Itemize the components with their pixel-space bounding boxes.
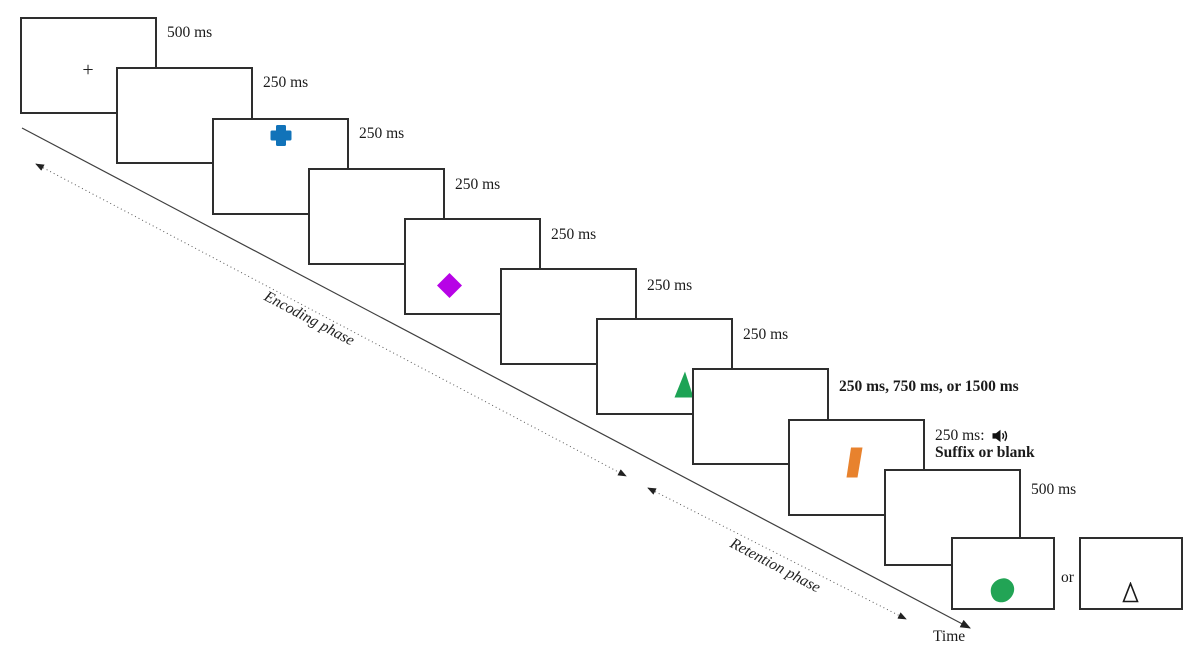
green-blob-stimulus (990, 578, 1015, 603)
suffix-duration-row: 250 ms: (935, 427, 1035, 444)
fixation-cross: + (82, 59, 94, 81)
purple-diamond-stimulus (437, 273, 462, 298)
orange-parallelogram-stimulus (846, 447, 863, 478)
time-axis-label: Time (933, 628, 966, 645)
speaker-icon (992, 429, 1007, 442)
response-frame-old-probe (951, 537, 1055, 610)
duration-label-7: 250 ms (743, 326, 789, 343)
duration-label-3: 250 ms (359, 125, 405, 142)
duration-label-1: 500 ms (167, 24, 213, 41)
triangle-outline-stimulus (1122, 582, 1139, 603)
duration-label-9: 250 ms: Suffix or blank (935, 427, 1035, 461)
duration-label-4: 250 ms (455, 176, 501, 193)
response-frame-new-probe (1079, 537, 1183, 610)
duration-label-6: 250 ms (647, 277, 693, 294)
duration-label-10: 500 ms (1031, 481, 1077, 498)
duration-label-5: 250 ms (551, 226, 597, 243)
green-triangle-stimulus (674, 371, 694, 398)
suffix-duration-text: 250 ms: (935, 427, 985, 444)
suffix-note: Suffix or blank (935, 444, 1035, 461)
encoding-phase-arrow (35, 163, 627, 477)
duration-label-2: 250 ms (263, 74, 309, 91)
screen-frame-fixation: + (20, 17, 157, 114)
duration-label-8: 250 ms, 750 ms, or 1500 ms (839, 378, 1019, 395)
retention-phase-arrow (647, 487, 907, 620)
blue-cross-stimulus (270, 125, 292, 146)
or-label: or (1061, 569, 1074, 586)
